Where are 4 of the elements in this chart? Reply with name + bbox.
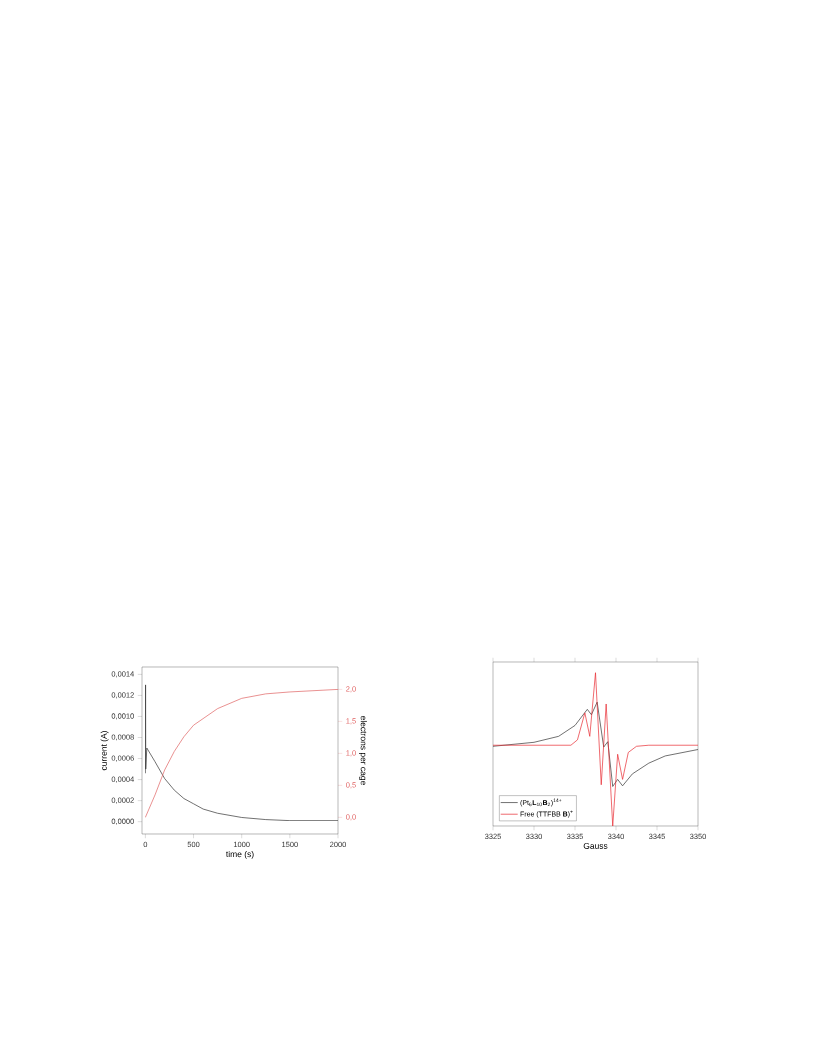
x-axis-title: Gauss — [583, 842, 608, 849]
y-axis-title: current (A) — [100, 731, 109, 771]
x-axis-title: time (s) — [226, 850, 254, 859]
y2-axis-title: electrons per cage — [359, 716, 367, 785]
